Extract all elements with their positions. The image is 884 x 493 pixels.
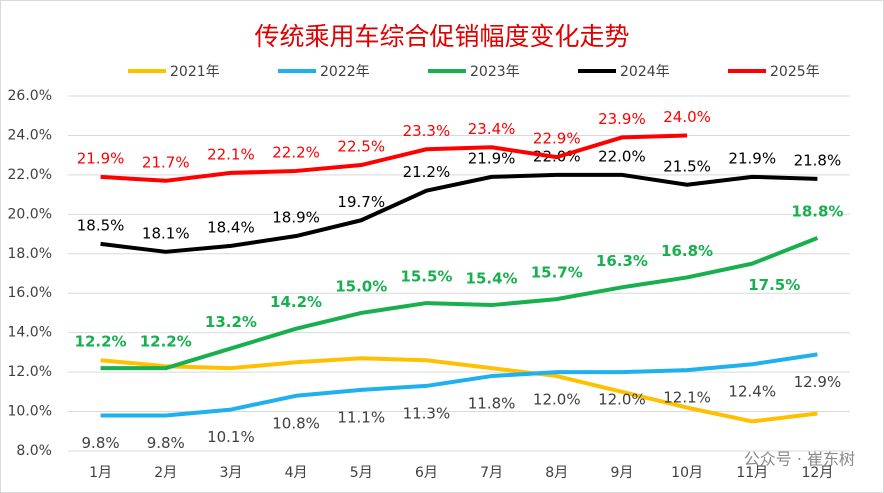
x-tick-label: 2月 <box>154 465 177 481</box>
y-tick-label: 26.0% <box>8 88 52 104</box>
x-tick-label: 4月 <box>285 465 308 481</box>
data-label: 15.0% <box>335 277 387 295</box>
data-label: 12.0% <box>533 391 581 409</box>
series-line <box>100 172 818 254</box>
x-tick-label: 1月 <box>89 465 112 481</box>
x-tick-label: 6月 <box>415 465 438 481</box>
data-label: 12.2% <box>75 333 127 351</box>
data-label: 18.5% <box>77 216 125 234</box>
data-label: 21.7% <box>142 153 190 171</box>
data-label: 22.1% <box>207 145 255 163</box>
data-label: 9.8% <box>147 434 185 452</box>
series-line <box>100 133 688 183</box>
data-label: 12.0% <box>598 391 646 409</box>
data-label: 22.2% <box>272 143 320 161</box>
series-line <box>100 352 818 418</box>
data-label: 11.8% <box>468 395 516 413</box>
data-label: 22.9% <box>533 130 581 148</box>
data-label: 9.8% <box>82 434 120 452</box>
x-tick-label: 8月 <box>545 465 568 481</box>
x-tick-label: 7月 <box>480 465 503 481</box>
data-label: 18.1% <box>142 224 190 242</box>
data-label: 22.5% <box>337 138 385 156</box>
data-label: 18.9% <box>272 209 320 227</box>
data-label: 18.8% <box>791 203 843 221</box>
legend-label: 2021年 <box>170 64 220 80</box>
data-label: 10.1% <box>207 428 255 446</box>
x-tick-label: 3月 <box>219 465 242 481</box>
data-label: 11.1% <box>337 408 385 426</box>
data-label: 16.3% <box>596 252 648 270</box>
data-label: 21.9% <box>728 149 776 167</box>
data-label: 12.2% <box>140 333 192 351</box>
y-tick-label: 18.0% <box>8 246 52 262</box>
data-label: 24.0% <box>663 108 711 126</box>
y-tick-label: 8.0% <box>16 443 52 459</box>
data-label: 15.7% <box>531 264 583 282</box>
legend-label: 2024年 <box>620 64 670 80</box>
y-tick-label: 16.0% <box>8 285 52 301</box>
data-label: 12.1% <box>663 389 711 407</box>
data-label: 21.9% <box>77 149 125 167</box>
series-line <box>100 356 818 424</box>
data-label: 18.4% <box>207 218 255 236</box>
y-tick-label: 10.0% <box>8 404 52 420</box>
data-label: 23.4% <box>468 120 516 138</box>
x-tick-label: 12月 <box>802 465 834 481</box>
chart-title: 传统乘用车综合促销幅度变化走势 <box>254 22 629 51</box>
data-label: 23.3% <box>403 122 451 140</box>
data-label: 21.8% <box>794 151 842 169</box>
y-tick-label: 24.0% <box>8 127 52 143</box>
data-label: 12.9% <box>794 373 842 391</box>
data-label: 21.5% <box>663 157 711 175</box>
legend-label: 2025年 <box>770 64 820 80</box>
data-label: 21.2% <box>403 163 451 181</box>
series-line <box>100 236 819 371</box>
x-tick-label: 11月 <box>736 465 768 481</box>
data-label: 10.8% <box>272 414 320 432</box>
y-tick-label: 14.0% <box>8 325 52 341</box>
data-label: 15.5% <box>400 268 452 286</box>
data-label: 21.9% <box>468 149 516 167</box>
data-label: 19.7% <box>337 193 385 211</box>
x-tick-label: 9月 <box>610 465 633 481</box>
data-label: 12.4% <box>728 383 776 401</box>
data-label: 14.2% <box>270 293 322 311</box>
legend-label: 2022年 <box>320 64 370 80</box>
watermark: 公众号 · 崔东树 <box>744 450 855 469</box>
x-tick-label: 10月 <box>671 465 703 481</box>
data-label: 13.2% <box>205 313 257 331</box>
data-label: 11.3% <box>403 404 451 422</box>
data-label: 23.9% <box>598 110 646 128</box>
y-tick-label: 20.0% <box>8 206 52 222</box>
data-label: 17.5% <box>748 276 800 294</box>
data-label: 22.0% <box>598 147 646 165</box>
y-tick-label: 12.0% <box>8 364 52 380</box>
data-label: 15.4% <box>466 270 518 288</box>
x-tick-label: 5月 <box>350 465 373 481</box>
legend-label: 2023年 <box>470 64 520 80</box>
data-label: 16.8% <box>661 242 713 260</box>
y-tick-label: 22.0% <box>8 167 52 183</box>
